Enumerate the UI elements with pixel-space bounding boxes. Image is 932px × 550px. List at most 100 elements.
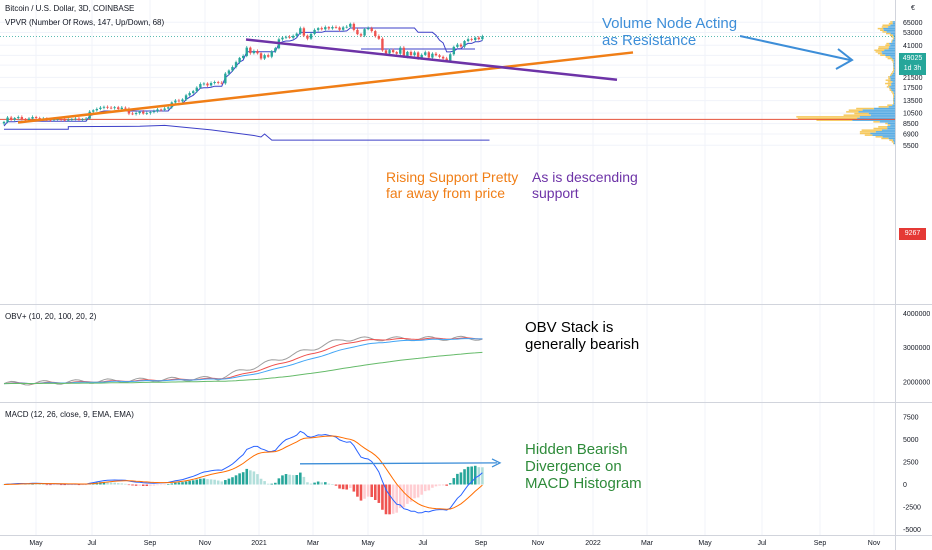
candle-body (167, 107, 170, 109)
macd-histogram-bar (206, 479, 209, 485)
candle-body (449, 54, 452, 61)
macd-histogram-bar (159, 484, 163, 486)
volume-profile-bar-down (892, 92, 895, 95)
time-tick-label: Jul (88, 540, 97, 547)
obv-series-line (3, 337, 483, 385)
obv-tick-label: 3000000 (903, 345, 930, 352)
volume-profile-bar-up (893, 97, 895, 100)
macd-histogram-bar (256, 474, 259, 485)
candle-body (63, 119, 66, 121)
price-tick-label: 17500 (903, 85, 923, 92)
candle-body (284, 36, 288, 38)
macd-histogram-bar (59, 484, 63, 486)
candle-body (217, 82, 220, 83)
candle-body (459, 44, 463, 47)
macd-histogram-bar (34, 484, 38, 485)
macd-histogram-bar (288, 474, 291, 485)
volume-profile-bar-up (893, 142, 895, 145)
macd-histogram-bar (134, 484, 138, 486)
volume-profile-bar-down (892, 37, 894, 40)
volume-profile-bar-up (891, 84, 895, 86)
volume-profile-bar-down (893, 66, 894, 68)
candle-body (220, 82, 223, 84)
macd-histogram-bar (448, 483, 452, 485)
candle-body (131, 113, 134, 115)
volume-profile-bar-down (893, 142, 894, 145)
macd-histogram-bar (131, 484, 134, 486)
volume-profile-bar-up (888, 26, 895, 28)
volume-profile-bar-down (885, 44, 891, 46)
macd-histogram-bar (366, 484, 370, 497)
currency-label: € (911, 5, 915, 12)
volume-profile-bar-up (890, 79, 895, 81)
macd-tick-label: 2500 (903, 460, 919, 467)
volume-profile-bar-down (856, 107, 875, 110)
candle-body (413, 52, 416, 56)
candle-body (163, 108, 166, 110)
candle-body (59, 119, 63, 120)
candle-body (84, 118, 88, 120)
macd-histogram-bar (295, 475, 299, 485)
macd-histogram-bar (398, 484, 402, 508)
candle-body (270, 51, 273, 57)
volume-profile-bar-down (878, 126, 888, 128)
macd-histogram-bar (245, 468, 249, 485)
candle-body (134, 113, 138, 115)
volume-profile-bar-down (885, 82, 892, 85)
candle-body (81, 119, 84, 120)
volume-profile-bar-down (880, 54, 886, 56)
candle-body (152, 111, 156, 113)
time-axis: May Jul Sep Nov 2021 Mar May Jul Sep Nov 2022 Mar Ma… (29, 540, 880, 547)
candle-body (245, 47, 248, 56)
macd-histogram-bar (338, 484, 341, 489)
volume-profile-bar-up (894, 102, 895, 105)
macd-histogram-bar (199, 478, 202, 485)
macd-histogram-bar (420, 484, 423, 495)
candle-body (266, 55, 270, 57)
volume-profile-bar-down (891, 36, 894, 38)
candle-body (341, 27, 345, 30)
macd-histogram-bar (66, 484, 70, 486)
macd-histogram-bar (291, 475, 295, 485)
candle-body (138, 111, 141, 114)
volume-profile-bar-down (797, 117, 858, 120)
volume-profile-bar-down (889, 87, 891, 90)
candle-body (295, 33, 298, 36)
macd-histogram-bar (102, 481, 106, 485)
macd-histogram-bar (52, 484, 56, 486)
volume-profile-bar-down (886, 42, 890, 45)
candle-body (370, 28, 373, 32)
volume-profile-bar-up (892, 22, 895, 25)
volume-profile-bar-up (890, 87, 895, 90)
macd-histogram-bar (231, 477, 234, 485)
macd-histogram-bar (402, 484, 406, 508)
candle-body (409, 51, 413, 56)
volume-profile-bar-down (881, 137, 889, 140)
volume-profile-bar-up (890, 32, 895, 35)
candle-body (24, 119, 27, 121)
volume-profile-bar-up (889, 76, 895, 78)
macd-histogram-bar (70, 484, 74, 486)
macd-histogram-bar (284, 474, 288, 485)
volume-band-upper (3, 27, 483, 127)
candle-body (434, 53, 438, 56)
volume-profile-bar-up (890, 77, 895, 80)
macd-histogram-bar (466, 466, 470, 485)
volume-profile-bar-down (891, 39, 893, 42)
macd-histogram-bar (49, 484, 52, 486)
candle-body (466, 39, 470, 42)
macd-annotation: Hidden Bearish Divergence on MACD Histog… (525, 441, 642, 492)
obv-lines (3, 335, 483, 386)
volume-profile-bar-up (889, 46, 895, 48)
candle-body (309, 33, 313, 39)
candle-body (320, 28, 323, 30)
vpvr-legend: VPVR (Number Of Rows, 147, Up/Down, 68) (5, 18, 165, 27)
macd-tick-label: 5000 (903, 437, 919, 444)
macd-histogram-bar (381, 484, 384, 510)
descending-support-line (245, 38, 618, 82)
volume-profile-bar-up (888, 47, 895, 50)
volume-profile-bar-down (887, 57, 893, 60)
volume-profile-bar-down (885, 122, 888, 125)
macd-histogram-bar (216, 480, 220, 485)
